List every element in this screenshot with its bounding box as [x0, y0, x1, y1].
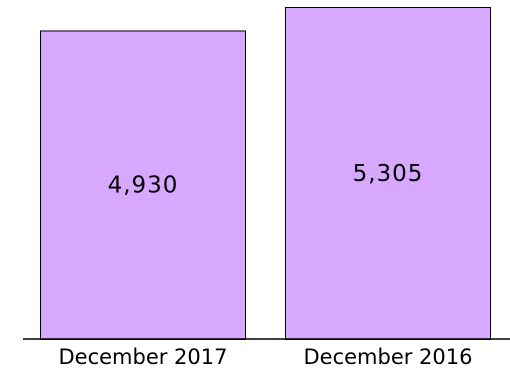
x-tick-labels-layer: December 2017 December 2016 [58, 345, 472, 369]
bars-layer [40, 7, 491, 341]
x-tick-label-1: December 2016 [303, 345, 472, 369]
data-label-1: 5,305 [353, 161, 424, 187]
data-labels-layer: 4,930 5,305 [108, 161, 424, 199]
data-label-0: 4,930 [108, 173, 179, 199]
x-tick-label-0: December 2017 [58, 345, 227, 369]
bar-1 [285, 7, 491, 340]
bar-0 [40, 30, 246, 341]
